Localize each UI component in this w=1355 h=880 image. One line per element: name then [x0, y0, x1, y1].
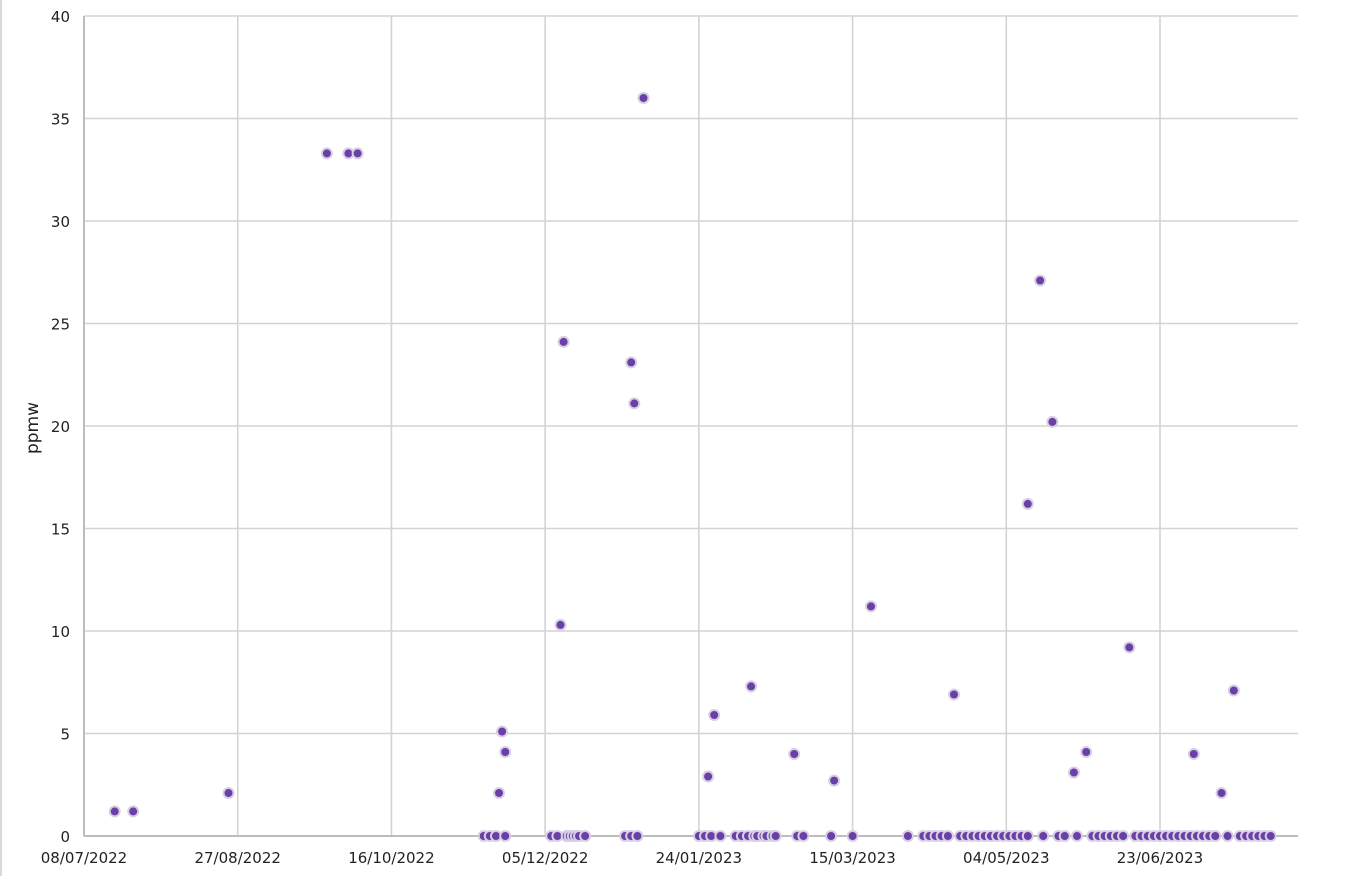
x-tick-label: 16/10/2022 [348, 849, 434, 867]
data-point [320, 147, 333, 160]
x-tick-label: 05/12/2022 [502, 849, 588, 867]
y-tick-label: 35 [51, 111, 70, 129]
x-tick-label: 08/07/2022 [41, 849, 127, 867]
data-point [1187, 748, 1200, 760]
data-point [1021, 830, 1034, 842]
y-tick-label: 15 [51, 521, 70, 539]
x-tick-label: 24/01/2023 [656, 849, 742, 867]
data-point [637, 92, 650, 104]
data-point [557, 335, 570, 348]
data-point [865, 600, 877, 613]
data-point [948, 688, 960, 701]
data-point [708, 709, 721, 721]
y-tick-label: 5 [60, 726, 70, 744]
data-point [745, 680, 758, 693]
data-point [1021, 497, 1034, 510]
data-point [1123, 641, 1136, 654]
data-point [1067, 766, 1080, 779]
x-tick-label: 27/08/2022 [194, 849, 280, 867]
y-tick-label: 20 [51, 418, 70, 436]
data-point [788, 748, 801, 760]
data-point [1264, 830, 1277, 842]
data-point [496, 725, 509, 738]
y-tick-label: 10 [51, 623, 70, 641]
data-point [846, 830, 859, 842]
data-point [493, 787, 505, 799]
data-point [941, 830, 954, 842]
data-point [1209, 830, 1222, 842]
data-point [1221, 830, 1234, 842]
data-point [1117, 830, 1130, 842]
data-point [828, 774, 841, 787]
data-point [797, 830, 810, 842]
data-point [625, 356, 638, 369]
x-tick-labels: 08/07/2022 27/08/2022 16/10/2022 05/12/2022… [41, 849, 1203, 867]
data-point [499, 830, 512, 842]
data-point [769, 830, 782, 842]
data-point [1080, 746, 1093, 758]
y-tick-label: 30 [51, 213, 70, 231]
data-points [108, 92, 1277, 842]
data-point [1046, 415, 1059, 428]
data-point [1034, 274, 1047, 287]
data-point [127, 805, 140, 818]
y-tick-label: 25 [51, 316, 70, 334]
data-point [579, 830, 592, 842]
data-point [1071, 830, 1083, 842]
y-axis-label: ppmw [23, 402, 43, 454]
data-point [714, 830, 727, 842]
data-point [901, 830, 914, 842]
data-point [554, 618, 567, 631]
x-tick-label: 15/03/2023 [809, 849, 895, 867]
data-point [1215, 787, 1228, 799]
data-point [628, 397, 641, 410]
data-point [1058, 830, 1071, 842]
data-point [499, 746, 512, 758]
left-edge-rule [0, 0, 2, 876]
data-point [702, 770, 715, 783]
y-tick-label: 0 [60, 828, 70, 846]
x-tick-label: 23/06/2023 [1117, 849, 1203, 867]
data-point [351, 147, 364, 160]
grid-lines [84, 15, 1298, 836]
data-point [1037, 830, 1050, 842]
y-tick-label: 40 [51, 8, 70, 26]
y-tick-labels: 0 5 10 15 20 25 30 35 40 [51, 8, 70, 846]
data-point [825, 830, 838, 842]
x-tick-label: 04/05/2023 [963, 849, 1049, 867]
data-point [1227, 684, 1240, 697]
data-point [222, 787, 235, 799]
data-point [108, 805, 121, 818]
data-point [631, 830, 644, 842]
